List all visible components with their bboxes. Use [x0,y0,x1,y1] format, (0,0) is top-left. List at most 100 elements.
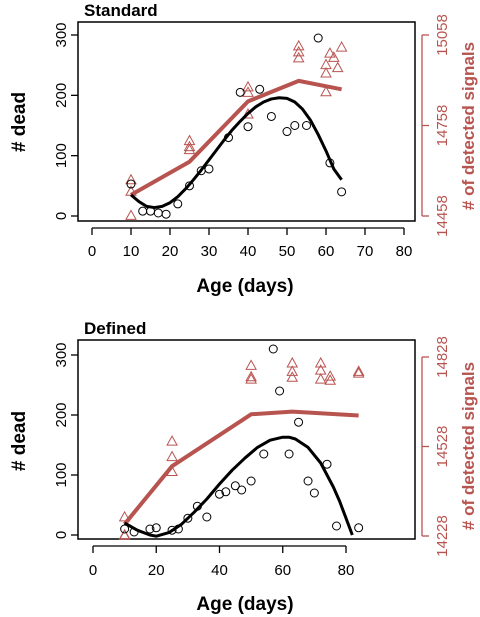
y-left-tick-label: 0 [53,531,70,539]
dead-point [302,121,311,130]
signals-point [242,86,254,97]
signals-point [242,80,254,92]
x-tick-label: 60 [274,562,291,579]
signals-point [242,108,254,119]
signals-point [314,373,327,384]
dead-point [313,33,323,43]
signals-point [324,374,337,385]
y-right-tick-label: 14458 [434,195,451,237]
signals-point [320,85,332,97]
dead-point [204,164,214,174]
y-axis-right-label: # of detected signals [459,42,478,210]
dead-point [138,206,148,216]
signals-point [118,528,131,540]
x-tick-label: 70 [357,243,374,260]
signals-point [166,435,178,446]
y-left-tick-label: 200 [53,83,70,108]
y-right-tick-label: 14758 [434,105,451,147]
dead-point [215,489,224,499]
x-tick-label: 0 [89,562,97,579]
dead-point [126,179,136,189]
y-axis-right: 14228 14528 14828 [421,336,451,557]
plot-data [125,33,348,220]
y-axis-left: 0 100 200 300 [53,22,78,220]
signals-fit-line [123,409,359,526]
x-tick-label: 20 [148,562,165,579]
y-axis-left-label: # dead [9,411,30,471]
dead-point [255,84,265,94]
plot-frame [77,339,416,540]
signals-point [166,465,178,477]
y-axis-left: 0 100 200 300 [53,342,78,539]
signals-point [292,39,305,51]
x-tick-label: 20 [162,243,179,260]
y-left-tick-label: 200 [53,402,70,427]
x-tick-label: 60 [318,243,335,260]
signals-point [286,365,299,376]
dead-point [151,523,161,533]
plot-frame [77,21,416,222]
dead-point [246,476,256,486]
dead-point [309,488,319,498]
signals-point [327,51,340,62]
panel-title: Defined [84,319,146,338]
signals-point [118,510,131,522]
signals-point [183,140,196,152]
y-axis-right-label: # of detected signals [459,362,478,530]
dead-point [282,127,292,137]
dead-point [332,521,342,531]
signals-point [352,367,365,378]
signals-fit-line [130,78,342,197]
dead-point [120,524,130,534]
signals-point [292,45,305,57]
dead-point [337,187,347,197]
signals-point [183,134,196,146]
dead-point [303,476,313,486]
y-left-tick-label: 300 [53,342,70,367]
y-axis-right: 14458 14758 15058 [421,14,451,237]
panel-title: Standard [84,1,158,20]
x-axis: 0 20 40 60 80 [89,545,354,579]
signals-point [320,66,332,78]
dead-point [290,121,300,130]
signals-point [166,450,178,462]
dead-point [185,181,194,191]
y-axis-left-label: # dead [9,92,30,152]
signals-point [324,370,337,381]
dead-point [167,525,177,535]
x-tick-label: 30 [201,243,218,260]
x-axis-label: Age (days) [196,276,293,297]
dead-point [230,481,240,491]
signals-point [125,209,137,220]
x-tick-label: 40 [211,562,228,579]
dead-fit-curve [123,435,354,538]
x-tick-label: 40 [240,243,257,260]
x-tick-label: 10 [123,243,140,260]
dead-point [161,209,171,219]
y-right-tick-label: 14528 [434,426,451,468]
y-right-tick-label: 15058 [434,14,451,56]
signals-point [352,365,365,376]
plot-data [118,344,365,540]
x-tick-label: 50 [279,243,296,260]
signals-point [292,51,305,63]
signals-point [331,61,344,73]
signals-point [314,356,327,368]
dead-point [284,449,294,459]
dead-point [145,524,155,534]
dead-point [268,344,278,354]
y-left-tick-label: 100 [53,143,70,168]
dead-point [202,512,212,522]
dead-point [221,487,231,497]
dead-point [237,485,247,495]
dead-point [266,111,276,121]
dead-point [235,87,245,97]
dead-point [354,523,364,533]
x-axis: 0 10 20 30 40 50 60 70 80 [88,227,412,260]
x-axis-label: Age (days) [196,594,293,615]
signals-point [245,359,257,370]
dead-point [259,449,269,459]
signals-point [183,143,196,155]
dead-point [153,208,163,218]
